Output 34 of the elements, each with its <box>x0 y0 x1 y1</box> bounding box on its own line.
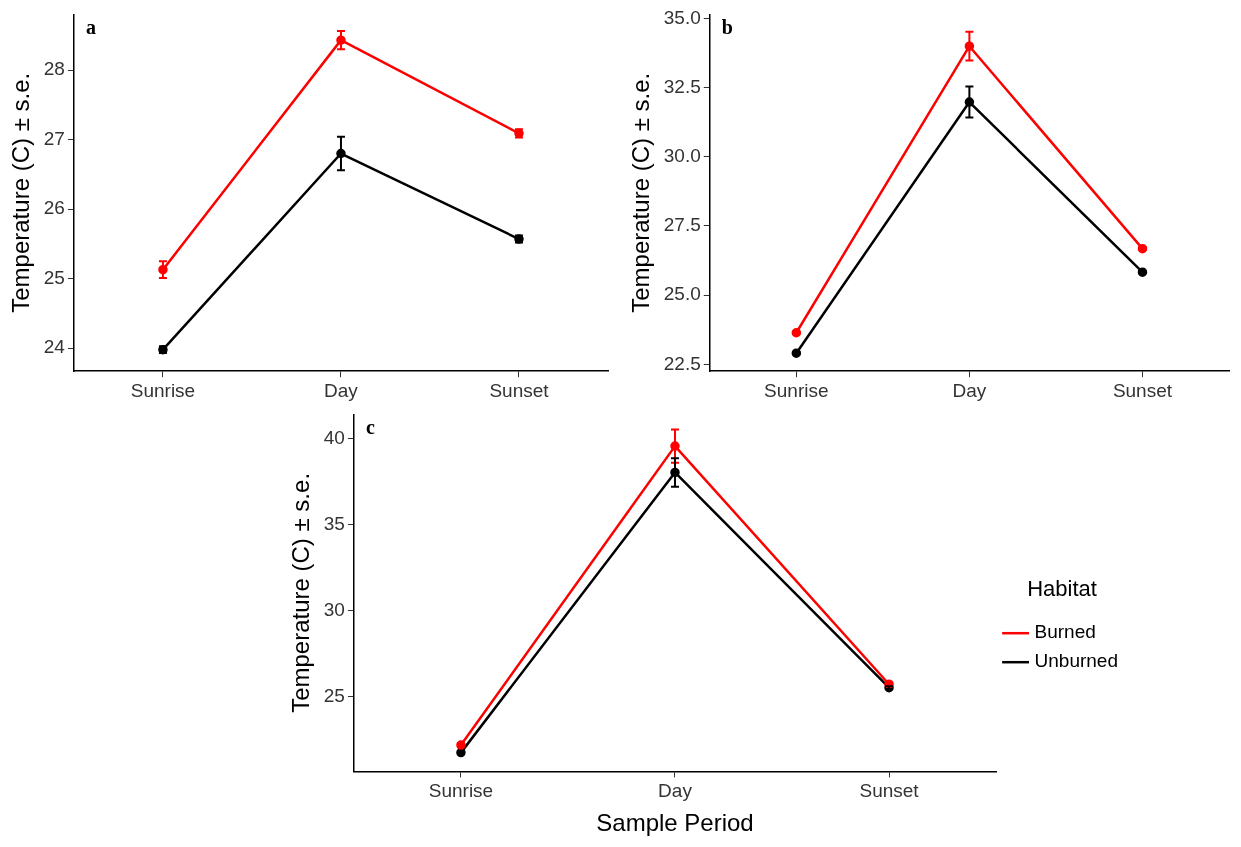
legend-label: Burned <box>1034 621 1096 643</box>
x-tick-label: Sunrise <box>130 379 196 401</box>
y-tick-label: 30 <box>323 599 345 621</box>
x-tick-label: Day <box>952 379 987 401</box>
y-tick-label: 25 <box>43 266 65 288</box>
x-tick-label: Sunrise <box>764 379 829 401</box>
x-tick-label: Sunrise <box>428 780 494 802</box>
y-tick-label: 35 <box>323 512 345 534</box>
y-tick-label: 24 <box>43 336 66 358</box>
y-axis-title: Temperature (C) ± s.e. <box>627 72 655 313</box>
y-tick-label: 27 <box>43 127 65 149</box>
legend-title: Habitat <box>1027 576 1097 602</box>
y-tick-label: 30.0 <box>663 145 701 167</box>
y-tick-label: 22.5 <box>663 352 701 374</box>
x-axis-title: Sample Period <box>596 809 754 837</box>
y-tick-label: 40 <box>323 426 345 448</box>
legend-label: Unburned <box>1034 650 1118 672</box>
x-tick-label: Day <box>324 379 359 401</box>
chart-title: a <box>85 15 96 38</box>
y-tick-label: 26 <box>43 197 65 219</box>
y-axis-title: Temperature (C) ± s.e. <box>7 72 35 313</box>
x-tick-label: Sunset <box>1112 379 1173 401</box>
y-tick-label: 35.0 <box>663 6 701 28</box>
y-axis-title: Temperature (C) ± s.e. <box>287 472 315 713</box>
y-tick-label: 25 <box>323 685 345 707</box>
chart-title: b <box>721 15 733 38</box>
chart-title: c <box>365 415 375 438</box>
y-tick-label: 32.5 <box>663 75 701 97</box>
y-tick-label: 27.5 <box>663 214 701 236</box>
x-tick-label: Day <box>658 780 693 802</box>
y-tick-label: 28 <box>43 58 65 80</box>
x-tick-label: Sunset <box>489 379 550 401</box>
y-tick-label: 25.0 <box>663 283 701 305</box>
x-tick-label: Sunset <box>859 780 920 802</box>
